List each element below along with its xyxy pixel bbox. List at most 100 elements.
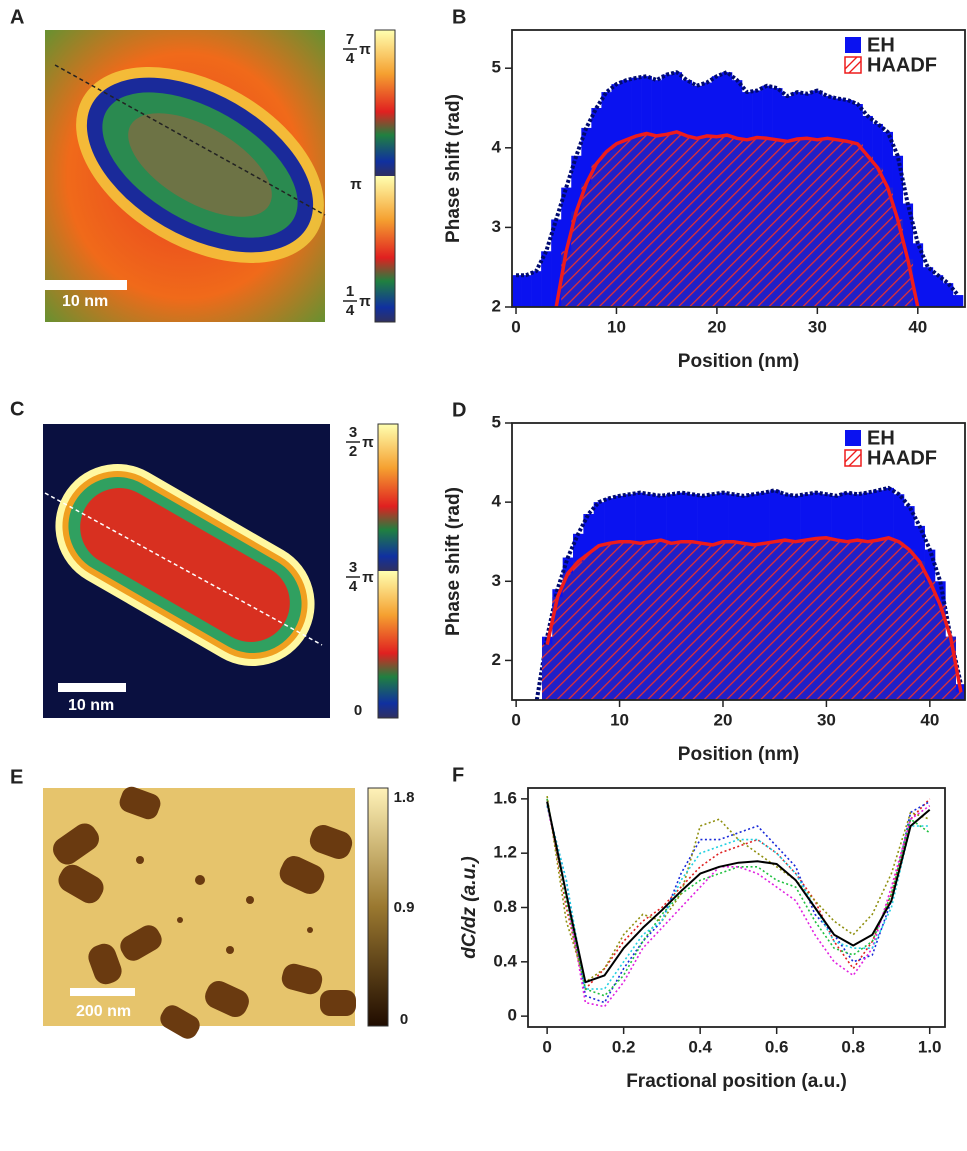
area-bar (671, 131, 683, 307)
y-axis-label: Phase shift (rad) (443, 94, 464, 243)
image-e (43, 786, 356, 1039)
x-tick-label: 0 (511, 710, 520, 729)
area-bar (561, 251, 572, 307)
scale-bar-label: 200 nm (76, 1003, 131, 1020)
series-line (554, 130, 920, 307)
colorbar-label: 4 (349, 578, 358, 595)
y-tick-label: 1.2 (493, 843, 517, 862)
image-a (45, 30, 326, 322)
area-bar (841, 541, 853, 700)
colorbar-label: 4 (346, 302, 355, 319)
area-bar (882, 187, 893, 307)
scale-bar-label: 10 nm (62, 293, 108, 310)
area-bar (782, 141, 793, 307)
x-tick-label: 0.2 (612, 1037, 636, 1056)
area-bar (742, 139, 753, 307)
area-bar (800, 540, 812, 700)
area-bar (691, 138, 703, 307)
area-bar (531, 271, 542, 307)
colorbar-label: π (362, 434, 374, 451)
y-tick-label: 5 (492, 412, 501, 431)
area-bar (812, 139, 823, 307)
area-bar (914, 561, 925, 700)
series-line (516, 70, 960, 297)
area-bar (772, 139, 783, 307)
y-tick-label: 0 (508, 1006, 517, 1025)
area-bar (686, 541, 698, 700)
legend-label: HAADF (867, 447, 937, 469)
area-bar (552, 597, 563, 700)
series-line (546, 798, 931, 997)
area-bar (601, 151, 612, 307)
series-line (534, 485, 963, 700)
x-tick-label: 0 (542, 1037, 551, 1056)
area-bar (645, 541, 657, 700)
panel-label: A (10, 6, 24, 28)
x-tick-label: 10 (607, 317, 626, 336)
image-c (43, 424, 330, 718)
colorbar-label: π (362, 569, 374, 586)
area-bar (711, 136, 723, 307)
y-tick-label: 0.4 (493, 951, 517, 970)
x-axis-label: Position (nm) (678, 351, 799, 372)
area-bar (945, 636, 956, 700)
series-line (546, 801, 931, 984)
area-bar (681, 135, 693, 307)
x-tick-label: 0.6 (765, 1037, 789, 1056)
area-bar (562, 573, 574, 700)
area-bar (635, 543, 646, 700)
colorbar-label: π (350, 176, 362, 193)
x-tick-label: 40 (908, 317, 927, 336)
area-bar (932, 275, 944, 307)
y-tick-label: 0.8 (493, 897, 517, 916)
colorbar-label: 2 (349, 443, 357, 460)
axes-frame (511, 29, 966, 308)
colorbar-label: 1 (346, 283, 354, 300)
area-bar (573, 561, 584, 700)
area-bar (759, 543, 770, 700)
panel-label: D (452, 399, 466, 421)
area-bar (717, 541, 729, 700)
legend-hatch (844, 449, 862, 467)
area-bar (697, 543, 708, 700)
area-bar (611, 143, 622, 307)
panel-label: B (452, 6, 466, 28)
colorbar-label: 0 (400, 1011, 408, 1028)
legend-swatch (844, 56, 862, 74)
area-bar (952, 295, 964, 307)
area-bar (852, 143, 863, 307)
area-bar (893, 541, 905, 700)
area-bar (583, 553, 595, 700)
area-bar (779, 540, 791, 700)
area-bar (631, 135, 642, 307)
x-tick-label: 40 (920, 710, 939, 729)
area-bar (832, 139, 843, 307)
area-bar (790, 541, 801, 700)
area-bar (842, 141, 853, 307)
area-bar (802, 138, 813, 307)
legend-swatch (845, 430, 861, 446)
colorbar (374, 29, 396, 323)
panel-label: C (10, 398, 24, 420)
x-tick-label: 20 (714, 710, 733, 729)
y-tick-label: 2 (492, 650, 501, 669)
colorbar-label: π (359, 293, 371, 310)
area-bar (862, 541, 874, 700)
area-bar (707, 544, 719, 700)
colorbar-label: 0 (354, 702, 362, 719)
area-bar (591, 163, 602, 307)
area-bar (912, 243, 924, 307)
x-tick-label: 0.8 (841, 1037, 865, 1056)
series-line (546, 805, 931, 1008)
area-bar (651, 135, 662, 307)
area-bar (731, 138, 743, 307)
legend-label: EH (867, 427, 895, 449)
x-tick-label: 30 (808, 317, 827, 336)
area-bar (955, 692, 965, 700)
colorbar-label: 3 (349, 424, 357, 441)
y-tick-label: 3 (492, 217, 501, 236)
area-bar (512, 275, 522, 307)
legend-label: EH (867, 34, 895, 56)
colorbar-label: 3 (349, 559, 357, 576)
area-bar (701, 135, 713, 307)
